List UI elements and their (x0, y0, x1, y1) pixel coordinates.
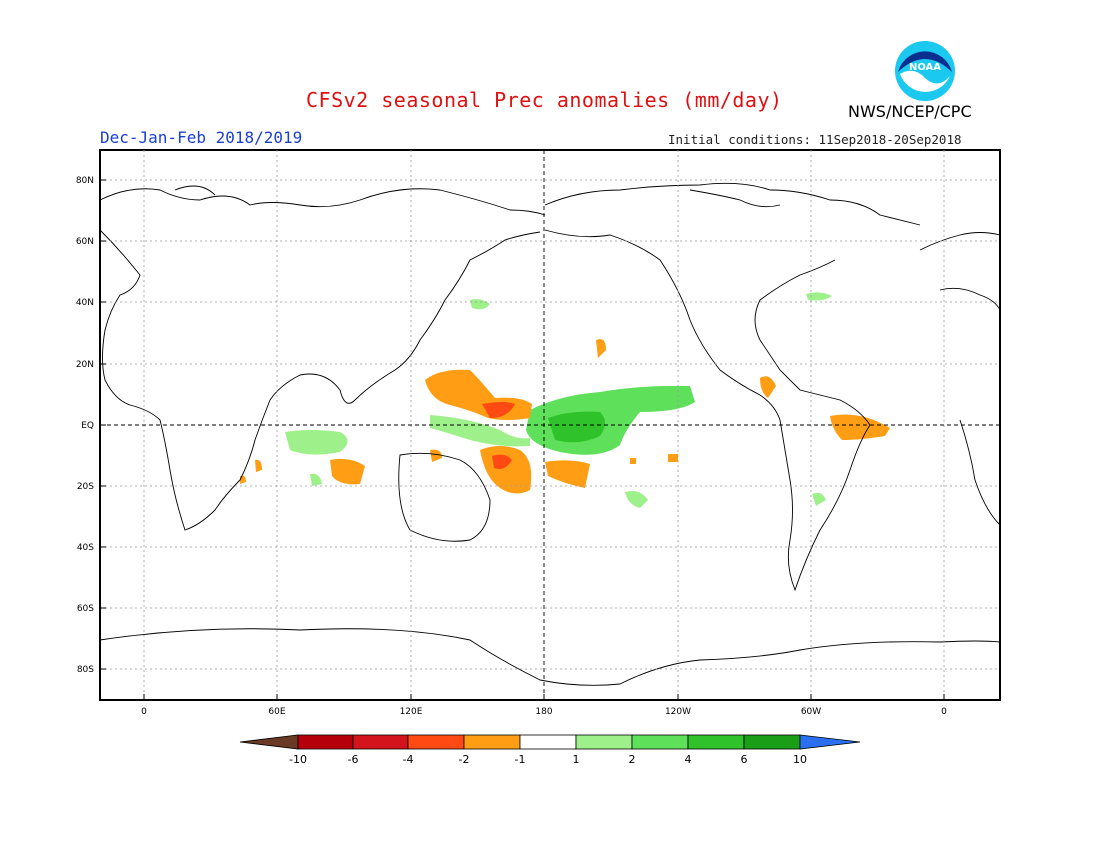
lat-label: EQ (81, 421, 94, 431)
reference-lines (100, 150, 1000, 700)
agency-label: NWS/NCEP/CPC (848, 102, 972, 121)
map-title: CFSv2 seasonal Prec anomalies (mm/day) (306, 88, 783, 112)
dry-anomaly-s-pacific-east (545, 460, 590, 488)
legend-label: 6 (741, 753, 748, 766)
dry-anomaly-n-brazil (830, 414, 890, 440)
dry-anomaly-indonesia (430, 449, 442, 462)
wet-anomaly-s-indian (310, 473, 322, 486)
lon-label: 0 (941, 707, 947, 717)
legend-label: -10 (289, 753, 307, 766)
dry-anomaly-central-america (760, 376, 776, 398)
legend-swatch (743, 734, 801, 750)
lat-label: 60N (76, 237, 94, 247)
dry-anomaly-w-pacific-core (482, 402, 515, 418)
legend-swatch (352, 734, 409, 750)
lat-label: 80S (77, 665, 94, 675)
dry-anomaly-hawaii (596, 339, 606, 358)
legend-swatch (407, 734, 465, 750)
legend-swatch (687, 734, 745, 750)
wet-anomaly-n-atlantic (806, 292, 832, 301)
wet-anomaly-sw-pacific (625, 491, 648, 508)
legend-swatch (297, 734, 354, 750)
color-legend: -10 -6 -4 -2 -1 1 2 4 6 10 (239, 734, 861, 766)
lat-label: 60S (77, 604, 94, 614)
wet-anomaly-n-pacific (470, 299, 490, 310)
anomaly-fields (240, 292, 890, 508)
lat-label: 40S (77, 543, 94, 553)
lon-label: 180 (535, 707, 552, 717)
dry-anomaly-sw-pacific (480, 446, 532, 494)
lat-label: 20S (77, 482, 94, 492)
dry-anomaly-indian-south (330, 458, 365, 485)
dry-anomaly-w-pacific-north (425, 369, 532, 420)
lat-label: 80N (76, 176, 94, 186)
legend-label: 10 (793, 753, 807, 766)
wet-anomaly-s-brazil (812, 492, 826, 506)
wet-anomaly-indian-ocean (285, 430, 348, 455)
lon-label: 60W (801, 707, 821, 717)
legend-swatch (463, 734, 521, 750)
legend-label: -1 (515, 753, 526, 766)
lat-label: 20N (76, 360, 94, 370)
legend-label: -6 (348, 753, 359, 766)
dry-anomaly-madagascar (255, 459, 262, 472)
initial-conditions: Initial conditions: 11Sep2018-20Sep2018 (668, 132, 962, 147)
legend-swatch (575, 734, 633, 750)
legend-label: 1 (573, 753, 580, 766)
legend-label: -2 (459, 753, 470, 766)
dry-anomaly-east-pacific (630, 454, 678, 464)
noaa-logo: NOAA (895, 41, 955, 101)
legend-swatch (631, 734, 689, 750)
coastlines (99, 182, 1001, 686)
lon-label: 120E (400, 707, 423, 717)
legend-arrow-high (799, 734, 861, 750)
dry-anomaly-sw-pacific-core (492, 454, 512, 469)
svg-text:NOAA: NOAA (909, 62, 941, 73)
dry-anomaly-africa-south (240, 475, 246, 484)
legend-label: 4 (685, 753, 692, 766)
wet-anomaly-core (548, 411, 605, 443)
lat-label: 40N (76, 298, 94, 308)
legend-label: 2 (629, 753, 636, 766)
legend-arrow-low (239, 734, 299, 750)
lon-label: 120W (665, 707, 691, 717)
lon-label: 0 (141, 707, 147, 717)
lon-label: 60E (268, 707, 285, 717)
wet-anomaly-maritime (430, 415, 530, 447)
latitude-axis: 80N 60N 40N 20N EQ 20S 40S 60S 80S (76, 176, 106, 675)
season-label: Dec-Jan-Feb 2018/2019 (100, 128, 303, 147)
legend-label: -4 (403, 753, 414, 766)
longitude-axis: 0 60E 120E 180 120W 60W 0 (141, 694, 947, 717)
legend-swatch (519, 734, 577, 750)
